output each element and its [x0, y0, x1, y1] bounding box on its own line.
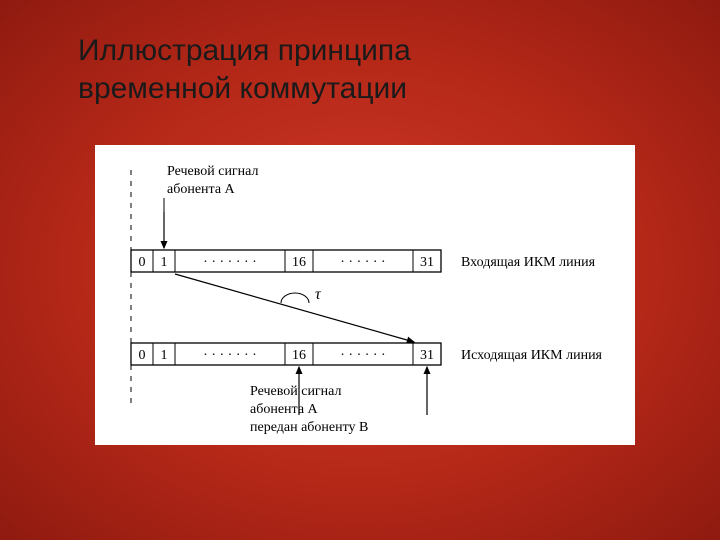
diagram-svg: 01· · · · · · ·16· · · · · ·31Входящая И… [95, 145, 635, 445]
outgoing-line-label: Исходящая ИКМ линия [461, 348, 603, 363]
incoming-line-label: Входящая ИКМ линия [461, 255, 596, 270]
slot-text: · · · · · · [340, 348, 385, 363]
diagram-figure: 01· · · · · · ·16· · · · · ·31Входящая И… [95, 145, 635, 445]
slot-text: 31 [420, 348, 434, 363]
bottom-label-line1: Речевой сигнал [250, 384, 342, 399]
slot-text: · · · · · · · [203, 255, 257, 270]
bottom-label-line3: передан абоненту В [250, 420, 368, 435]
slot-text: 0 [139, 255, 146, 270]
top-label-line2: абонента А [167, 182, 236, 197]
title-line-2: временной коммутации [78, 72, 407, 105]
slot-text: 16 [292, 255, 306, 270]
slot-text: 16 [292, 348, 306, 363]
title-line-1: Иллюстрация принципа [78, 34, 411, 67]
bottom-label-line2: абонента А [250, 402, 319, 417]
slot-text: 1 [161, 255, 168, 270]
tau-symbol: τ [315, 286, 322, 303]
slot-text: 31 [420, 255, 434, 270]
slot-text: 1 [161, 348, 168, 363]
slot-text: 0 [139, 348, 146, 363]
slot-text: · · · · · · · [203, 348, 257, 363]
slot-text: · · · · · · [340, 255, 385, 270]
top-label-line1: Речевой сигнал [167, 164, 259, 179]
slide-title: Иллюстрация принципа временной коммутаци… [78, 32, 411, 107]
